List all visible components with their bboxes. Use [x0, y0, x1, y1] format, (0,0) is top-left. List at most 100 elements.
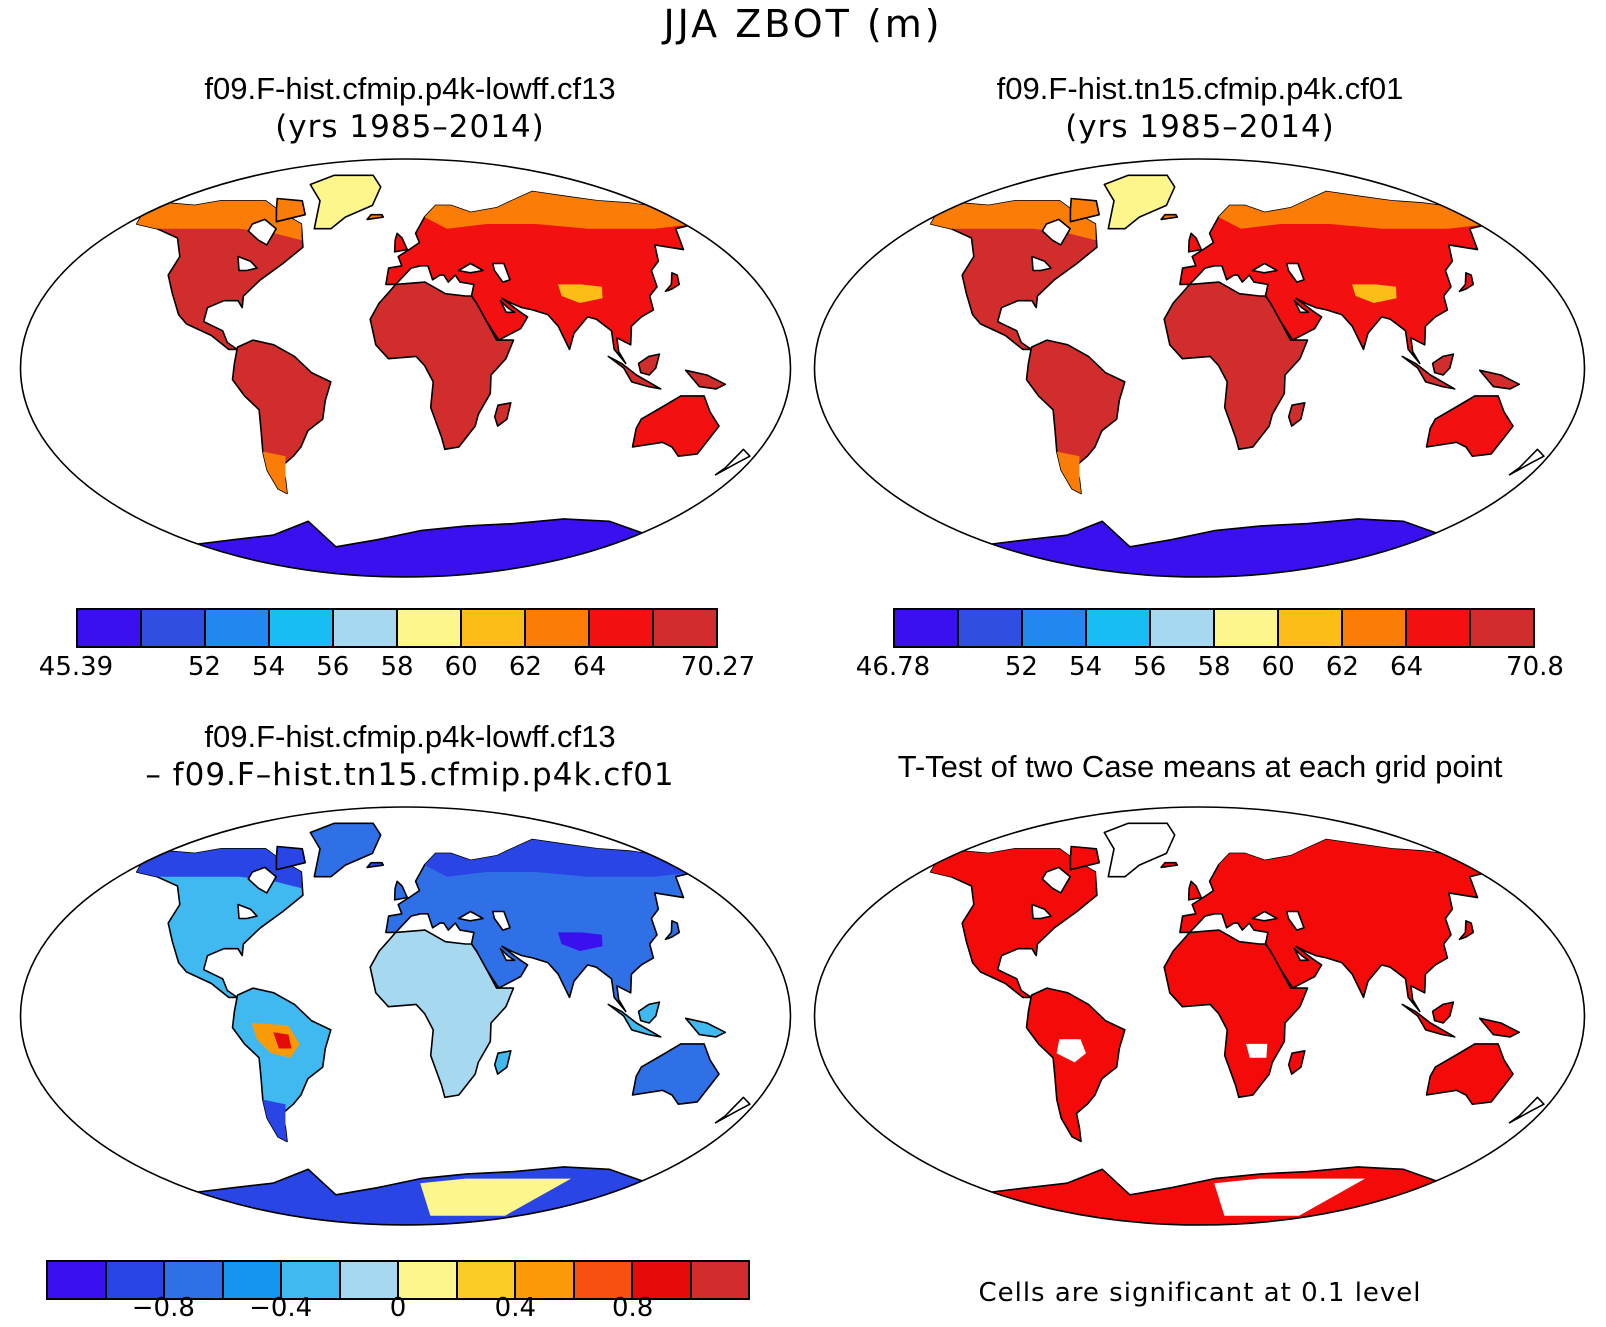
colorbar-ticks-case1: 45.39 52 54 56 58 60 62 64 70.27 [39, 652, 755, 684]
high-latitude-shading [1218, 191, 1490, 229]
colorbar-tick-label: 64 [1390, 652, 1424, 682]
colorbar-swatch [1023, 610, 1087, 646]
eurasia-landmass [1179, 838, 1491, 1013]
colorbar-swatch [142, 610, 206, 646]
baffin-island [1069, 197, 1100, 223]
colorbar-tick-label: 56 [316, 652, 350, 682]
panel-title-line2: (yrs 1985–2014) [1065, 109, 1335, 145]
sumatra-java [1401, 1003, 1456, 1038]
madagascar [493, 402, 512, 427]
new-guinea [1478, 1017, 1521, 1038]
greenland-landmass [1103, 174, 1176, 230]
map-boundary [19, 158, 792, 578]
caspian-sea [492, 262, 511, 283]
new-guinea [684, 1017, 727, 1038]
colorbar-swatch [516, 1262, 575, 1298]
borneo [637, 1001, 661, 1024]
high-latitude-shading [1218, 839, 1490, 877]
british-isles [1187, 880, 1203, 901]
colorbar-tick-label: 70.8 [1506, 652, 1564, 682]
colorbar-ticks-diff: −0.8 −0.4 0 0.4 0.8 [46, 1293, 750, 1325]
colorbar-swatch [270, 610, 334, 646]
panel-title-line2: (yrs 1985–2014) [275, 109, 545, 145]
great-lakes [1031, 255, 1052, 272]
high-latitude-shading [424, 839, 696, 877]
madagascar [1287, 1050, 1306, 1075]
colorbar-swatch [223, 1262, 282, 1298]
colorbar-swatch [590, 610, 654, 646]
persian-gulf [499, 947, 516, 962]
panel-title-line1: f09.F-hist.cfmip.p4k-lowff.cf13 [204, 71, 616, 106]
colorbar-swatch [78, 610, 142, 646]
colorbar-tick-label: 46.78 [855, 652, 931, 682]
new-zealand [1508, 1096, 1545, 1124]
colorbar-tick-label: 0 [389, 1293, 407, 1323]
map-land-layer [930, 822, 1545, 1225]
amazon-shading [251, 1023, 300, 1058]
colorbar-tick-label: 70.27 [680, 652, 756, 682]
colorbar-diff [46, 1260, 750, 1300]
iceland [1160, 213, 1179, 221]
australia-landmass [1425, 395, 1514, 457]
colorbar-tick-label: −0.8 [131, 1293, 195, 1323]
map-land-layer [136, 174, 751, 577]
colorbar-swatch [895, 610, 959, 646]
colorbar-tick-label: 0.8 [611, 1293, 654, 1323]
panel-title-diff: f09.F-hist.cfmip.p4k-lowff.cf13 – f09.F–… [30, 718, 790, 794]
borneo [1431, 353, 1455, 376]
antarctica-landmass [154, 518, 657, 577]
colorbar-swatch [1151, 610, 1215, 646]
new-zealand [714, 1096, 751, 1124]
nonsignificant-cells [1056, 1039, 1086, 1063]
colorbar-swatch [1343, 610, 1407, 646]
black-sea [457, 910, 484, 922]
colorbar-tick-label: 58 [1197, 652, 1231, 682]
africa-landmass [1163, 929, 1309, 1099]
great-lakes [1031, 903, 1052, 920]
borneo [637, 353, 661, 376]
new-zealand [1508, 448, 1545, 476]
colorbar-swatch [206, 610, 270, 646]
eurasia-landmass [1179, 190, 1491, 365]
sumatra-java [607, 355, 662, 390]
borneo [1431, 1001, 1455, 1024]
colorbar-swatch [526, 610, 590, 646]
caspian-sea [1286, 910, 1305, 931]
colorbar-swatch [654, 610, 716, 646]
eurasia-landmass [385, 190, 697, 365]
caspian-sea [1286, 262, 1305, 283]
great-lakes [237, 255, 258, 272]
hudson-bay [1041, 218, 1071, 246]
map-boundary [19, 806, 792, 1226]
colorbar-swatch [959, 610, 1023, 646]
map-case1 [19, 158, 792, 578]
antarctica-landmass [948, 518, 1451, 577]
japan [664, 272, 680, 293]
map-boundary [813, 806, 1586, 1226]
persian-gulf [1293, 947, 1310, 962]
colorbar-swatch [165, 1262, 224, 1298]
panel-title-line1: f09.F-hist.cfmip.p4k-lowff.cf13 [204, 719, 616, 754]
persian-gulf [499, 299, 516, 314]
hudson-bay [247, 218, 277, 246]
colorbar-swatch [1471, 610, 1533, 646]
eurasia-landmass [385, 838, 697, 1013]
colorbar-tick-label: 52 [1004, 652, 1038, 682]
greenland-landmass [309, 822, 382, 878]
africa-landmass [369, 929, 515, 1099]
colorbar-swatch [398, 610, 462, 646]
australia-landmass [631, 395, 720, 457]
sumatra-java [607, 1003, 662, 1038]
british-isles [393, 880, 409, 901]
british-isles [393, 232, 409, 253]
madagascar [493, 1050, 512, 1075]
colorbar-tick-label: 62 [508, 652, 542, 682]
significance-note: Cells are significant at 0.1 level [978, 1278, 1422, 1308]
iceland [366, 213, 385, 221]
sumatra-java [1401, 355, 1456, 390]
great-lakes [237, 903, 258, 920]
map-land-layer [136, 822, 751, 1225]
colorbar-tick-label: 54 [1069, 652, 1103, 682]
panel-title-case2: f09.F-hist.tn15.cfmip.p4k.cf01 (yrs 1985… [820, 70, 1580, 146]
japan [1458, 920, 1474, 941]
